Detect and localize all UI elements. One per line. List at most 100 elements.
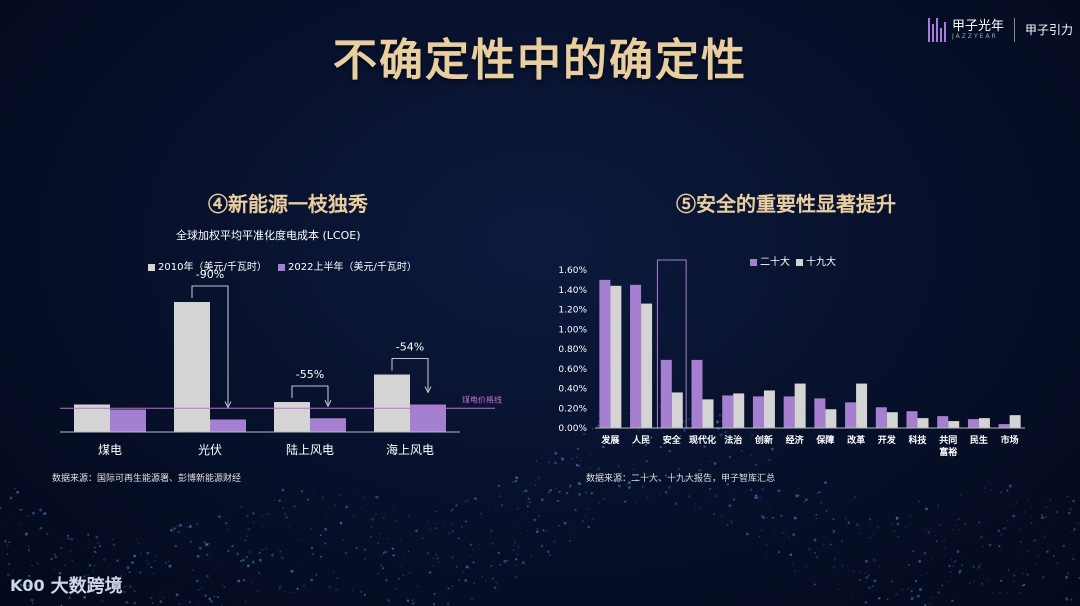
particle-dot [687,495,691,498]
particle-dot [296,539,299,541]
particle-dot [912,549,915,553]
particle-dot [664,491,668,494]
particle-dot [1065,597,1069,601]
particle-dot [566,491,569,495]
particle-dot [436,522,439,525]
logo-text: 甲子光年 [952,19,1005,34]
particle-dot [853,495,856,498]
particle-dot [245,535,248,538]
particle-dot [428,528,431,531]
particle-dot [261,526,263,528]
particle-dot [1,565,3,568]
reduction-bracket [191,285,229,406]
particle-dot [514,575,518,579]
particle-dot [853,498,855,501]
particle-dot [133,601,137,605]
particle-dot [427,520,430,522]
particle-dot [371,518,374,521]
particle-dot [515,476,519,480]
particle-dot [310,528,312,530]
particle-dot [886,598,889,601]
particle-dot [577,482,581,485]
particle-dot [429,530,430,532]
particle-dot [164,545,167,548]
particle-dot [461,570,465,573]
particle-dot [446,602,450,605]
particle-dot [312,493,314,494]
particle-dot [526,529,528,531]
particle-dot [578,492,582,496]
particle-dot [455,565,458,568]
particle-dot [760,529,764,532]
particle-dot [625,484,627,486]
particle-dot [529,484,531,486]
particle-dot [60,547,63,549]
particle-dot [939,524,942,527]
particle-dot [260,530,262,532]
particle-dot [252,512,255,515]
particle-dot [1050,518,1052,520]
footer-brand-text: 大数跨境 [50,576,123,597]
particle-dot [1045,505,1048,509]
particle-dot [517,545,520,548]
legend-swatch-19th [796,258,803,266]
particle-dot [451,556,454,559]
particle-dot [324,527,327,531]
particle-dot [497,484,501,488]
particle-dot [569,533,571,535]
x-category-label-line1: 共同 [939,434,957,446]
particle-dot [465,565,469,569]
particle-dot [27,515,30,518]
particle-dot [458,579,461,581]
particle-dot [948,564,951,568]
particle-dot [547,461,551,464]
particle-dot [165,562,167,564]
particle-dot [436,556,439,560]
particle-dot [93,546,96,549]
keyword-bar [1009,415,1021,428]
particle-dot [152,572,155,575]
legend-2022: 2022上半年（美元/千瓦时） [278,258,417,273]
particle-dot [296,563,298,565]
particle-dot [149,552,152,554]
particle-dot [793,516,797,520]
particle-dot [910,597,914,600]
particle-dot [919,588,922,591]
particle-dot [239,559,242,563]
particle-dot [432,564,435,567]
particle-dot [64,564,66,566]
particle-dot [470,597,474,601]
y-tick-label: 0.80% [558,345,587,355]
particle-dot [20,527,22,529]
particle-dot [794,518,796,520]
particle-dot [447,587,450,590]
particle-dot [246,564,250,568]
particle-dot [285,515,289,519]
particle-dot [568,539,571,542]
particle-dot [857,500,859,501]
particle-dot [793,542,795,544]
particle-dot [841,495,843,497]
particle-dot [766,551,769,554]
particle-dot [133,590,136,593]
logo-bars-icon [928,18,946,42]
logo-divider [1014,18,1016,42]
particle-dot [1015,501,1018,504]
particle-dot [24,532,28,536]
particle-dot [472,549,474,551]
particle-dot [273,500,275,501]
keyword-bar [660,359,672,428]
right-section-title: ⑤安全的重要性显著提升 [676,192,896,216]
particle-dot [944,576,946,578]
particle-dot [901,589,903,591]
particle-dot [328,585,331,589]
particle-dot [137,542,140,545]
particle-dot [805,498,808,502]
particle-dot [787,536,790,540]
particle-dot [392,554,395,557]
lcoe-bar [74,404,110,432]
particle-dot [677,468,680,470]
particle-dot [889,584,890,586]
particle-dot [1019,541,1022,543]
legend-label-2010: 2010年（美元/千瓦时） [158,262,267,273]
